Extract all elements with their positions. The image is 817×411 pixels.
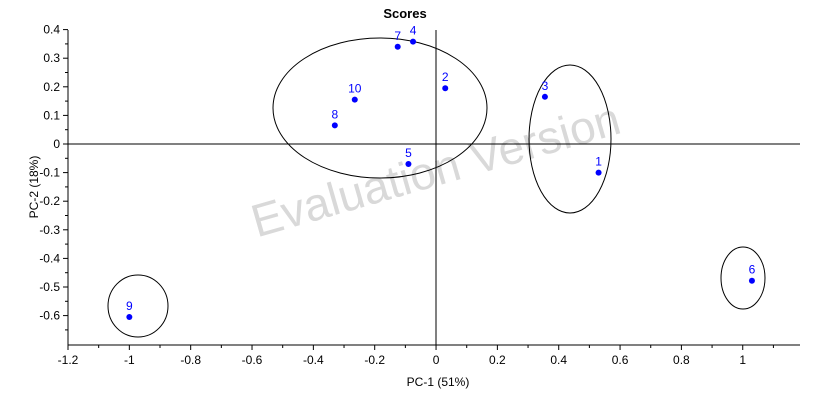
x-tick-label: 0.4 bbox=[550, 353, 567, 367]
data-point-label-1: 1 bbox=[595, 155, 602, 169]
x-tick-label: 0.8 bbox=[673, 353, 690, 367]
y-tick-label: 0.4 bbox=[43, 23, 60, 37]
cluster-ellipse-bottom-left bbox=[107, 274, 169, 338]
data-point-label-7: 7 bbox=[394, 29, 401, 43]
x-tick-label: 1 bbox=[739, 353, 746, 367]
data-point-label-4: 4 bbox=[410, 24, 417, 38]
chart-title: Scores bbox=[383, 6, 426, 21]
y-tick-label: 0 bbox=[53, 137, 60, 151]
data-point-4[interactable] bbox=[410, 38, 417, 45]
data-point-label-6: 6 bbox=[749, 263, 756, 277]
x-tick-label: -0.2 bbox=[364, 353, 385, 367]
data-point-label-10: 10 bbox=[348, 82, 362, 96]
x-tick-label: -0.6 bbox=[242, 353, 263, 367]
x-tick-label: -0.8 bbox=[180, 353, 201, 367]
y-tick-label: -0.1 bbox=[39, 166, 60, 180]
y-tick-label: 0.1 bbox=[43, 108, 60, 122]
y-tick-label: -0.5 bbox=[39, 280, 60, 294]
x-tick-label: -0.4 bbox=[303, 353, 324, 367]
x-axis-label: PC-1 (51%) bbox=[407, 375, 470, 389]
cluster-ellipse-bottom-right bbox=[720, 246, 766, 310]
x-tick-label: 0.6 bbox=[612, 353, 629, 367]
y-tick-label: -0.3 bbox=[39, 223, 60, 237]
x-tick-label: 0 bbox=[433, 353, 440, 367]
data-point-3[interactable] bbox=[541, 93, 548, 100]
y-tick-label: 0.2 bbox=[43, 80, 60, 94]
data-point-5[interactable] bbox=[405, 161, 412, 168]
x-tick-label: -1 bbox=[124, 353, 135, 367]
points-group: 1 2 3 4 5 6 7 8 9 10 bbox=[126, 24, 756, 321]
cluster-ellipse-right bbox=[528, 64, 612, 214]
x-tick-label: 0.2 bbox=[489, 353, 506, 367]
data-point-6[interactable] bbox=[748, 277, 755, 284]
y-tick-label: -0.2 bbox=[39, 194, 60, 208]
data-point-10[interactable] bbox=[351, 96, 358, 103]
y-tick-label: -0.4 bbox=[39, 251, 60, 265]
data-point-label-9: 9 bbox=[126, 299, 133, 313]
data-point-1[interactable] bbox=[595, 169, 602, 176]
y-tick-label: 0.3 bbox=[43, 51, 60, 65]
y-tick-label: -0.6 bbox=[39, 309, 60, 323]
data-point-label-8: 8 bbox=[331, 107, 338, 121]
data-point-7[interactable] bbox=[394, 43, 401, 50]
cluster-ellipse-center bbox=[272, 37, 488, 179]
x-tick-label: -1.2 bbox=[58, 353, 79, 367]
data-point-label-2: 2 bbox=[442, 70, 449, 84]
data-point-8[interactable] bbox=[331, 122, 338, 129]
data-point-2[interactable] bbox=[442, 85, 449, 92]
data-point-label-5: 5 bbox=[405, 146, 412, 160]
y-axis-label: PC-2 (18%) bbox=[27, 156, 41, 219]
data-point-label-3: 3 bbox=[542, 79, 549, 93]
ticks-group: -1.2 -1 -0.8 -0.6 -0.4 -0.2 0 0.2 0.4 0.6 0.8 1 0.4 0… bbox=[39, 23, 774, 367]
data-point-9[interactable] bbox=[126, 314, 133, 321]
